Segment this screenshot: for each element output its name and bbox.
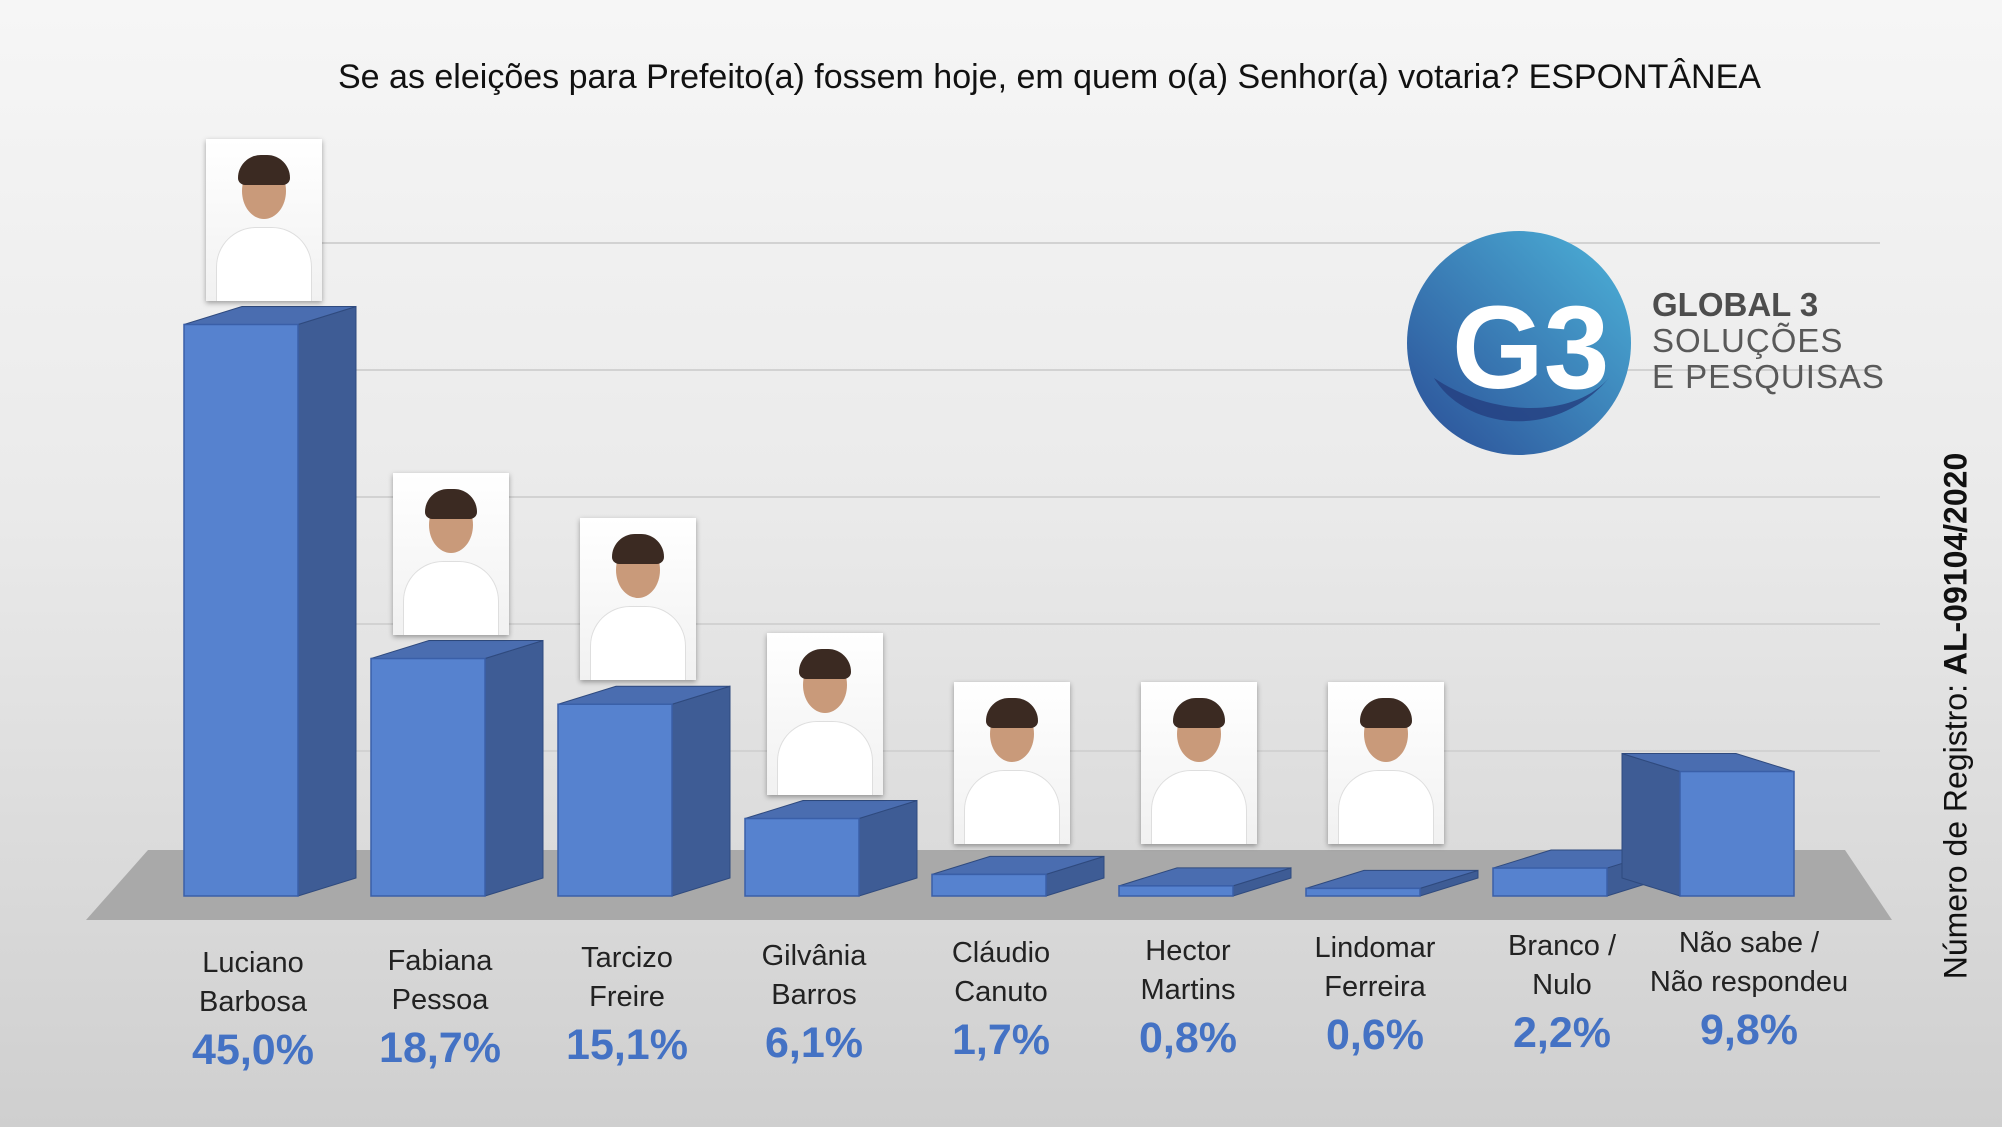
logo-tagline-2: E PESQUISAS bbox=[1652, 358, 1885, 395]
bar-side bbox=[297, 305, 357, 897]
photo-body bbox=[590, 606, 686, 681]
photo-body bbox=[1338, 770, 1434, 844]
luciano-barbosa-photo bbox=[206, 138, 322, 301]
category-label: Branco / Nulo bbox=[1442, 927, 1682, 1005]
category-label: Luciano Barbosa bbox=[133, 944, 373, 1022]
photo-hair bbox=[986, 698, 1038, 728]
photo-hair bbox=[612, 534, 664, 565]
category-label: Tarcizo Freire bbox=[507, 939, 747, 1017]
bar-front bbox=[557, 703, 673, 897]
category-label-line: Não sabe / bbox=[1678, 927, 1820, 959]
category-label-line: Hector bbox=[1145, 934, 1231, 967]
value-label: 2,2% bbox=[1512, 1008, 1611, 1057]
bar-front bbox=[744, 817, 860, 897]
category-label-line: Gilvânia bbox=[761, 939, 867, 972]
bar-side bbox=[484, 639, 544, 897]
lindomar-ferreira-photo bbox=[1328, 682, 1444, 844]
registry-code: AL-09104/2020 bbox=[1937, 452, 1974, 676]
photo-body bbox=[216, 226, 312, 301]
value-label: 45,0% bbox=[192, 1026, 314, 1074]
category-label-line: Barros bbox=[771, 978, 857, 1011]
bar bbox=[1305, 869, 1479, 897]
category-label-line: Tarcizo bbox=[581, 942, 673, 974]
value-label: 0,6% bbox=[1325, 1011, 1424, 1059]
logo-mark-text: G3 bbox=[1452, 282, 1609, 414]
category-label-line: Não respondeu bbox=[1649, 966, 1849, 998]
category-label: Gilvânia Barros bbox=[694, 937, 934, 1015]
fabiana-pessoa-photo bbox=[393, 472, 509, 635]
value-label: 9,8% bbox=[1699, 1006, 1798, 1054]
gilvania-barros-photo bbox=[767, 632, 883, 795]
photo-hair bbox=[1173, 698, 1225, 728]
photo-hair bbox=[425, 488, 477, 519]
bar-front bbox=[1492, 867, 1608, 897]
value-label: 18,7% bbox=[379, 1023, 501, 1072]
bar-side bbox=[1621, 752, 1681, 897]
category-label-line: Cláudio bbox=[951, 937, 1051, 969]
photo-hair bbox=[238, 154, 290, 185]
value-label: 15,1% bbox=[566, 1021, 688, 1069]
category-label: Não sabe / Não respondeu bbox=[1629, 924, 1869, 1002]
logo-tagline-1: SOLUÇÕES bbox=[1652, 322, 1844, 359]
category-label-line: Martins bbox=[1140, 973, 1236, 1006]
bar-front bbox=[370, 657, 486, 897]
bar-side bbox=[671, 685, 731, 897]
bar bbox=[183, 305, 357, 897]
bar-front bbox=[931, 873, 1047, 897]
bar-front bbox=[183, 323, 299, 897]
value-label: 0,8% bbox=[1138, 1013, 1237, 1062]
category-label-line: Branco / bbox=[1508, 929, 1616, 962]
category-label-line: Lindomar bbox=[1314, 932, 1436, 964]
photo-hair bbox=[1360, 698, 1412, 728]
category-label-line: Barbosa bbox=[198, 986, 307, 1018]
bar-front bbox=[1118, 885, 1234, 897]
category-label: Cláudio Canuto bbox=[881, 934, 1121, 1012]
bar bbox=[1118, 867, 1292, 897]
bar bbox=[744, 799, 918, 897]
chart-title: Se as eleições para Prefeito(a) fossem h… bbox=[338, 58, 1761, 96]
bar bbox=[1621, 752, 1795, 897]
bar bbox=[931, 855, 1105, 897]
category-label: Hector Martins bbox=[1068, 932, 1308, 1010]
global3-logo-icon: G3 bbox=[1407, 231, 1631, 455]
hector-martins-photo bbox=[1141, 682, 1257, 844]
photo-body bbox=[403, 560, 499, 635]
claudio-canuto-photo bbox=[954, 682, 1070, 844]
value-label: 1,7% bbox=[951, 1016, 1050, 1064]
category-label-line: Nulo bbox=[1532, 968, 1592, 1001]
category-label-line: Luciano bbox=[202, 947, 304, 979]
bar-front bbox=[1305, 887, 1421, 897]
bar bbox=[370, 639, 544, 897]
photo-body bbox=[1151, 770, 1247, 844]
category-label: Fabiana Pessoa bbox=[320, 942, 560, 1020]
category-label-line: Pessoa bbox=[391, 983, 489, 1016]
category-label-line: Fabiana bbox=[387, 944, 493, 977]
tarcizo-freire-photo bbox=[580, 518, 696, 681]
category-label-line: Ferreira bbox=[1324, 971, 1426, 1003]
category-label-line: Freire bbox=[589, 981, 665, 1013]
value-label: 6,1% bbox=[764, 1018, 863, 1067]
bar bbox=[557, 685, 731, 897]
photo-body bbox=[964, 770, 1060, 844]
photo-body bbox=[777, 720, 873, 795]
bar-front bbox=[1679, 770, 1795, 897]
photo-hair bbox=[799, 648, 851, 679]
registry-prefix: Número de Registro: bbox=[1937, 675, 1974, 980]
category-label: Lindomar Ferreira bbox=[1255, 929, 1495, 1007]
registry-number: Número de Registro: AL-09104/2020 bbox=[1938, 453, 1975, 980]
category-label-line: Canuto bbox=[954, 976, 1048, 1008]
logo-name: GLOBAL 3 bbox=[1652, 286, 1819, 323]
